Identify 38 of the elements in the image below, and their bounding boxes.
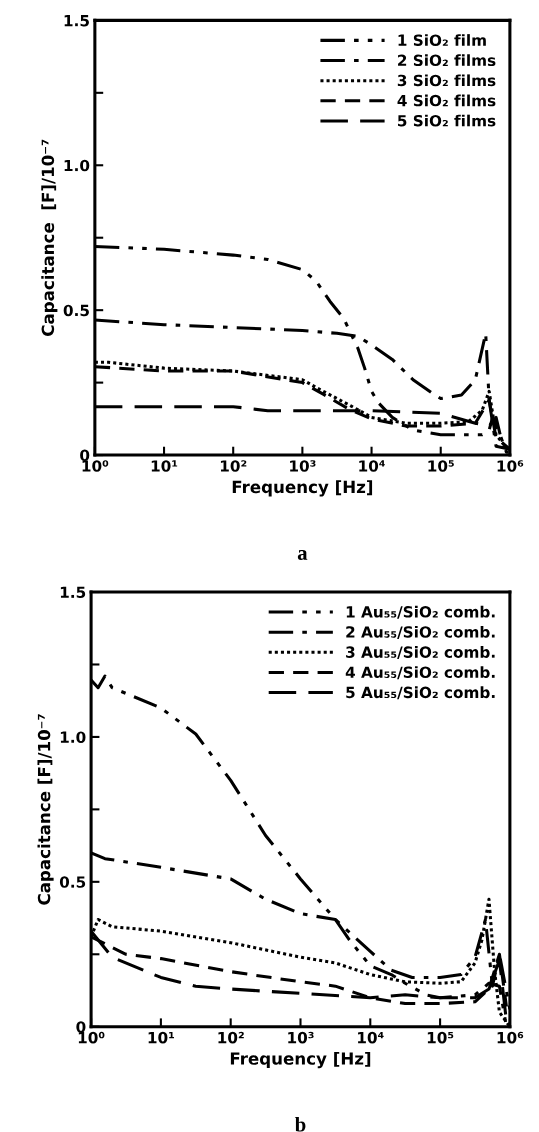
x-axis-title: Frequency [Hz] [230,1051,371,1069]
legend-label: 1 Au₅₅/SiO₂ comb. [346,605,495,619]
x-tick-label: 10⁶ [497,1031,524,1044]
x-tick-label: 10⁶ [497,460,524,472]
legend-label: 2 Au₅₅/SiO₂ comb. [346,625,495,639]
legend-label: 5 Au₅₅/SiO₂ comb. [346,686,495,700]
x-tick-label: 10³ [290,460,316,472]
x-tick-label: 10¹ [148,1031,175,1044]
x-tick-label: 10⁴ [359,460,385,472]
legend-label: 5 SiO₂ films [398,114,496,127]
x-tick-label: 10² [218,1031,244,1044]
y-tick-label: 0 [80,449,90,462]
x-tick-label: 10² [220,460,247,472]
legend-label: 2 SiO₂ films [398,54,496,67]
legend-label: 4 SiO₂ films [397,94,496,107]
x-tick-label: 10⁴ [358,1031,384,1044]
x-tick-label: 10⁰ [82,460,109,472]
x-axis-title: Frequency [Hz] [232,480,373,497]
legend-label: 3 SiO₂ films [397,74,496,87]
y-tick-label: 1.0 [64,159,90,172]
legend-label: 1 SiO₂ film [398,34,486,46]
y-tick-label: 1.5 [64,15,89,27]
y-tick-label: 1.5 [60,586,86,599]
x-tick-label: 10³ [288,1031,314,1044]
y-axis-title: Capacitance [F]/10⁻⁷ [37,714,54,905]
text: a [297,549,308,560]
y-tick-label: 0 [76,1021,86,1033]
x-tick-label: 10¹ [151,460,178,472]
x-tick-label: 10⁵ [428,460,454,472]
x-tick-label: 10⁰ [78,1031,105,1044]
text: b [294,1116,306,1132]
x-tick-label: 10⁵ [427,1031,454,1044]
y-tick-label: 0.5 [59,876,86,888]
legend-label: 3 Au₅₅/SiO₂ comb. [346,646,495,660]
y-axis-title: Capacitance [F]/10⁻⁷ [41,139,58,336]
legend-label: 4 Au₅₅/SiO₂ comb. [345,666,495,680]
y-tick-label: 0.5 [63,304,89,317]
y-tick-label: 1.0 [60,731,86,743]
